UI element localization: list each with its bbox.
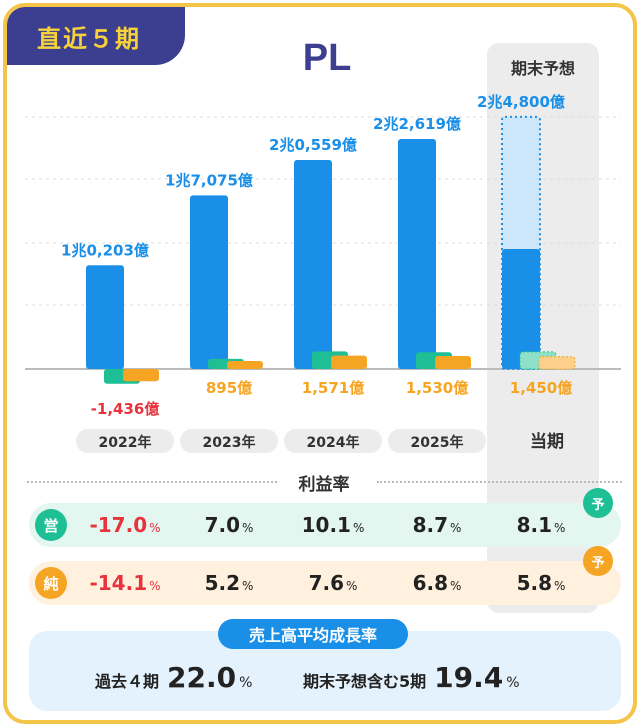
growth-forecast-value: 19.4 <box>434 661 504 694</box>
net-income-label-0: -1,436億 <box>91 400 160 418</box>
net-income-bar-3 <box>435 355 471 369</box>
category-label-2: 2024年 <box>307 434 360 451</box>
revenue-bar-forecast-actual <box>502 249 540 369</box>
net-margin-number: 6.8 <box>412 571 449 595</box>
net-margin-number: -14.1 <box>89 571 148 595</box>
operating-margin-unit: % <box>450 521 462 535</box>
growth-past-label: 過去４期 <box>95 672 160 691</box>
pl-chart: 1兆0,203億 -1,436億 2022年 1兆7,075億 895億 2023年 2兆0… <box>25 93 621 453</box>
net-income-bar-2 <box>331 355 367 369</box>
divider-left <box>27 481 277 483</box>
net-margin-label: 純 <box>35 567 67 599</box>
revenue-bar-3 <box>398 139 436 369</box>
net-income-label-1: 895億 <box>206 379 252 397</box>
operating-margin-value-2: 10.1% <box>281 503 385 547</box>
net-income-bar-4 <box>538 356 576 370</box>
category-label-4: 当期 <box>530 431 564 452</box>
net-margin-unit: % <box>242 579 254 593</box>
category-pill-0 <box>76 429 174 453</box>
operating-margin-unit: % <box>352 521 365 535</box>
operating-forecast-badge: 予 <box>583 488 613 518</box>
net-margin-unit: % <box>450 579 462 593</box>
operating-margin-value-3: 8.7% <box>385 503 489 547</box>
net-margin-value-4: 5.8% <box>489 561 593 605</box>
ratio-title: 利益率 <box>298 475 350 495</box>
net-forecast-badge: 予 <box>583 546 613 576</box>
forecast-header: 期末予想 <box>510 59 575 78</box>
revenue-label-2: 2兆0,559億 <box>269 136 357 154</box>
net-income-bar-0 <box>123 369 159 382</box>
operating-margin-label: 営 <box>35 509 67 541</box>
operating-margin-unit: % <box>149 521 161 535</box>
pl-card: 直近５期 期末予想 PL 1兆0,203億 -1,436億 2022年 1兆7,075… <box>3 3 637 724</box>
net-margin-unit: % <box>554 579 566 593</box>
category-pill-2 <box>284 429 382 453</box>
revenue-bar-2 <box>294 159 332 369</box>
operating-margin-number: 8.7 <box>412 513 449 537</box>
growth-forecast-unit: % <box>506 675 520 691</box>
operating-margin-unit: % <box>554 521 566 535</box>
net-margin-number: 5.2 <box>204 571 241 595</box>
operating-margin-row: 営 -17.0% 7.0% 10.1% 8.7% 8.1% <box>29 503 621 547</box>
operating-margin-number: 10.1 <box>301 513 351 537</box>
net-margin-row: 純 -14.1% 5.2% 7.6% 6.8% 5.8% <box>29 561 621 605</box>
revenue-bar-1 <box>190 195 228 369</box>
revenue-label-0: 1兆0,203億 <box>61 241 149 259</box>
category-label-3: 2025年 <box>411 434 464 451</box>
chart-title: PL <box>302 37 352 79</box>
revenue-label-4: 2兆4,800億 <box>477 93 565 111</box>
growth-title: 売上高平均成長率 <box>218 619 408 649</box>
net-income-bar-1 <box>227 361 263 369</box>
category-pill-1 <box>180 429 278 453</box>
operating-margin-value-1: 7.0% <box>177 503 281 547</box>
net-margin-value-0: -14.1% <box>73 561 177 605</box>
net-margin-value-3: 6.8% <box>385 561 489 605</box>
growth-past: 過去４期 22.0 % <box>95 661 252 694</box>
net-margin-number: 7.6 <box>308 571 345 595</box>
category-label-1: 2023年 <box>203 434 256 451</box>
net-income-label-4: 1,450億 <box>510 379 572 397</box>
operating-margin-number: -17.0 <box>89 513 148 537</box>
net-margin-unit: % <box>149 579 161 593</box>
growth-forecast-label: 期末予想含む5期 <box>303 672 427 691</box>
growth-forecast: 期末予想含む5期 19.4 % <box>303 661 520 694</box>
revenue-label-3: 2兆2,619億 <box>373 115 461 133</box>
operating-margin-number: 7.0 <box>204 513 241 537</box>
revenue-label-1: 1兆7,075億 <box>165 171 253 189</box>
net-margin-unit: % <box>346 579 358 593</box>
growth-past-value: 22.0 <box>167 661 237 694</box>
net-income-label-3: 1,530億 <box>406 379 468 397</box>
growth-past-unit: % <box>239 675 253 691</box>
category-label-0: 2022年 <box>99 434 152 451</box>
period-tag: 直近５期 <box>7 7 185 65</box>
revenue-bar-0 <box>86 265 124 369</box>
net-margin-value-2: 7.6% <box>281 561 385 605</box>
net-income-label-2: 1,571億 <box>302 379 364 397</box>
operating-margin-value-4: 8.1% <box>489 503 593 547</box>
category-pill-3 <box>388 429 486 453</box>
operating-margin-value-0: -17.0% <box>73 503 177 547</box>
operating-margin-unit: % <box>242 521 254 535</box>
net-margin-value-1: 5.2% <box>177 561 281 605</box>
operating-margin-number: 8.1 <box>516 513 553 537</box>
net-margin-number: 5.8 <box>516 571 553 595</box>
divider-right <box>377 481 622 483</box>
